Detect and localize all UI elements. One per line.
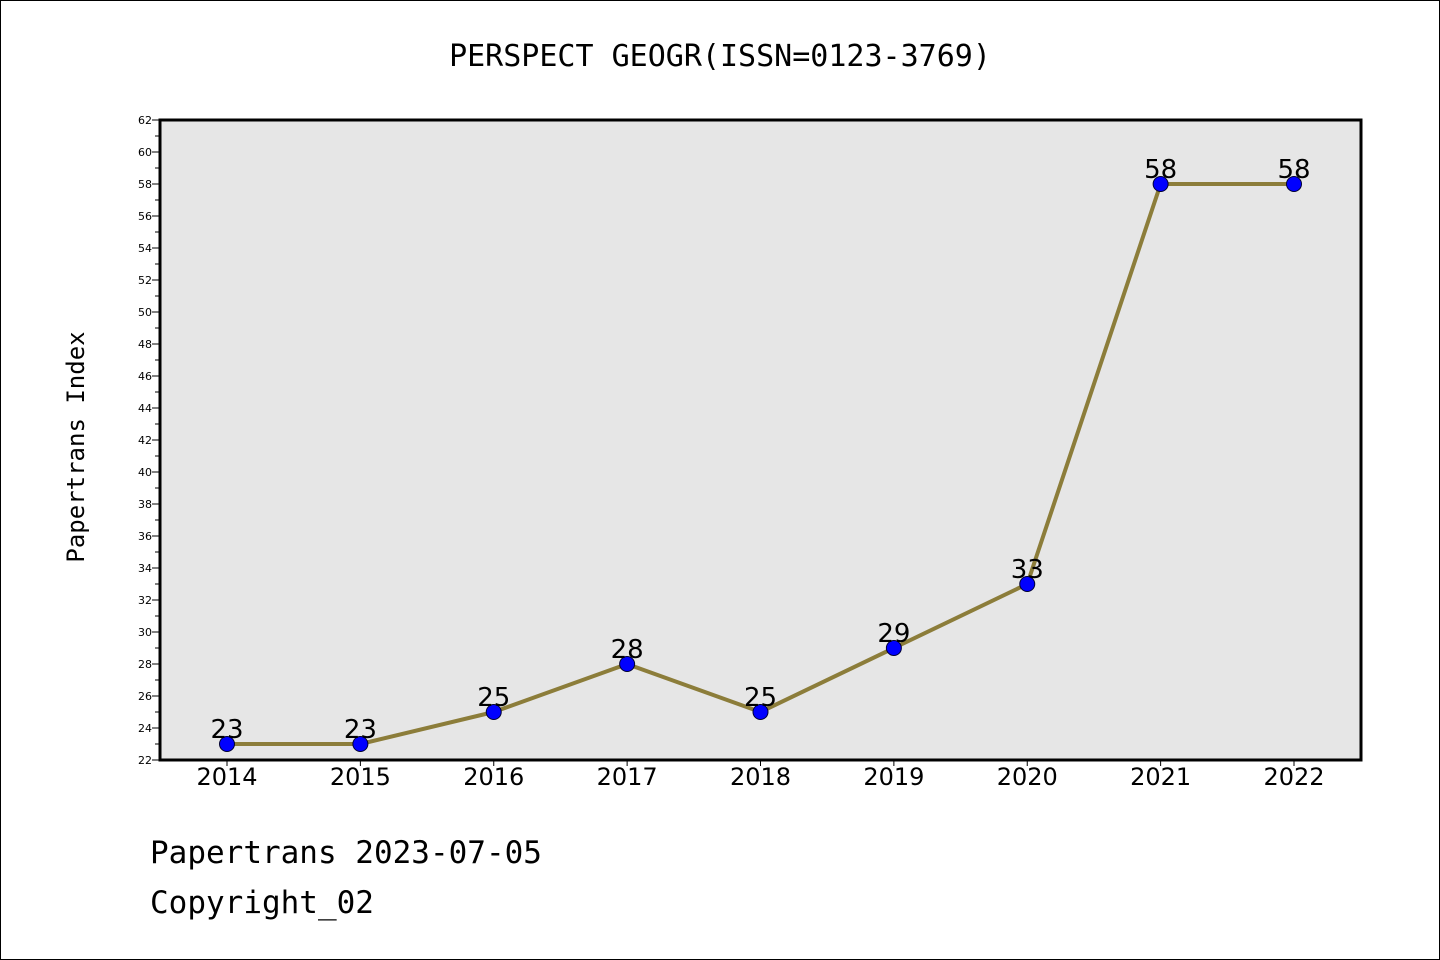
y-tick-label: 48 [138, 338, 152, 351]
y-tick-label: 40 [138, 466, 152, 479]
data-point-marker [1286, 176, 1302, 192]
data-point-label: 29 [877, 619, 910, 649]
data-point-marker [752, 704, 769, 720]
data-point-label: 25 [477, 683, 510, 713]
y-tick-label: 24 [138, 722, 152, 735]
y-tick-label: 58 [138, 178, 152, 191]
y-tick-label: 44 [138, 402, 152, 415]
y-tick-label: 30 [138, 626, 152, 639]
y-tick-label: 26 [138, 690, 152, 703]
data-point-marker [219, 736, 235, 752]
data-point-label: 23 [210, 715, 243, 745]
y-tick-label: 28 [138, 658, 152, 671]
y-tick-label: 62 [138, 114, 152, 127]
y-tick-label: 42 [138, 434, 152, 447]
y-tick-label: 56 [138, 210, 152, 223]
footer-date: Papertrans 2023-07-05 [150, 835, 542, 871]
x-tick-label: 2019 [863, 763, 924, 791]
data-point-label: 25 [744, 683, 777, 713]
y-axis-label: Papertrans Index [62, 331, 90, 562]
x-tick-label: 2015 [330, 763, 391, 791]
data-point-label: 58 [1277, 155, 1310, 185]
y-tick-label: 54 [138, 242, 152, 255]
y-tick-label: 22 [138, 754, 152, 767]
y-axis-ticks: 22 24 26 28 30 32 34 36 38 40 42 44 46 48 50 52 54 56 58 60… [138, 114, 160, 767]
data-point-label: 33 [1011, 555, 1044, 585]
y-tick-label: 36 [138, 530, 152, 543]
y-tick-label: 34 [138, 562, 152, 575]
x-tick-label: 2022 [1263, 763, 1324, 791]
data-point-marker [485, 704, 502, 720]
x-axis-ticks: 2014 2015 2016 2017 2018 2019 2020 2021 2022 [196, 760, 1325, 791]
x-tick-label: 2016 [463, 763, 524, 791]
plot-border [158, 118, 1363, 762]
data-point-label: 28 [611, 635, 644, 665]
data-point-marker [1019, 576, 1036, 592]
data-point-label: 23 [344, 715, 377, 745]
y-tick-label: 60 [138, 146, 152, 159]
chart-title: PERSPECT GEOGR(ISSN=0123-3769) [449, 39, 991, 74]
x-tick-label: 2020 [997, 763, 1058, 791]
x-tick-label: 2021 [1130, 763, 1191, 791]
x-tick-label: 2017 [597, 763, 658, 791]
data-point-marker [1152, 176, 1169, 192]
y-tick-label: 38 [138, 498, 152, 511]
y-tick-label: 32 [138, 594, 152, 607]
y-tick-label: 52 [138, 274, 152, 287]
data-labels: 23 23 25 28 25 29 33 58 58 [210, 155, 1310, 745]
plot-area [160, 120, 1361, 760]
y-tick-label: 50 [138, 306, 152, 319]
data-point-marker [352, 736, 369, 752]
y-tick-label: 46 [138, 370, 152, 383]
x-tick-label: 2014 [196, 763, 257, 791]
data-point-marker [619, 656, 636, 672]
data-point-label: 58 [1144, 155, 1177, 185]
data-markers [219, 176, 1302, 752]
footer-copyright: Copyright_02 [150, 885, 374, 921]
x-tick-label: 2018 [730, 763, 791, 791]
data-point-marker [885, 640, 902, 656]
